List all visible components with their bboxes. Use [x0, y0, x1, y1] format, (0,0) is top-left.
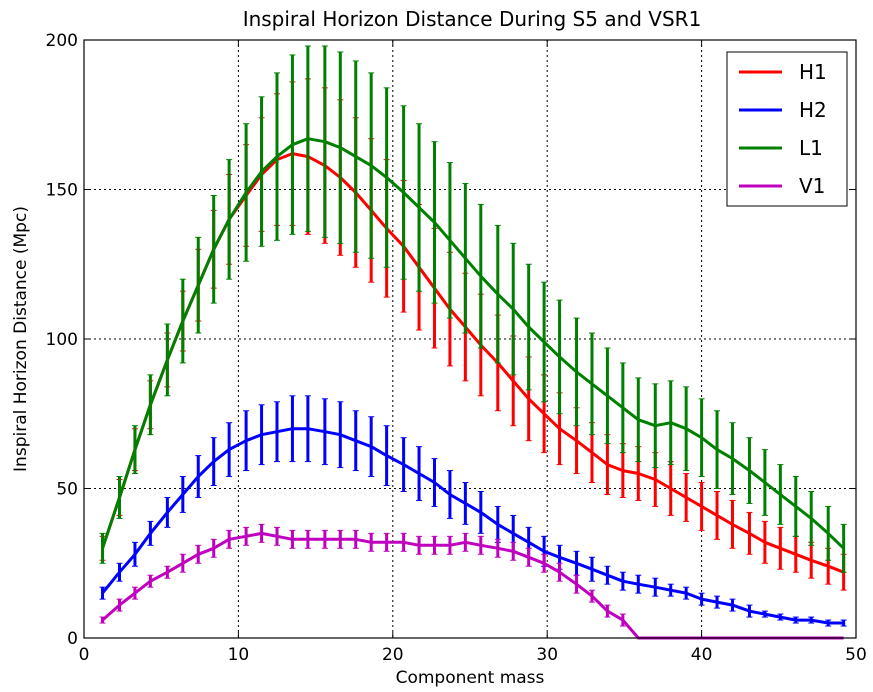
grid — [84, 40, 856, 638]
line-l1 — [101, 137, 845, 550]
legend: H1 H2 L1 V1 — [726, 51, 848, 207]
x-axis-title: Component mass — [396, 668, 545, 688]
y-tick-label: 100 — [46, 330, 78, 350]
x-tick-label: 40 — [691, 645, 713, 665]
x-tick-label: 10 — [228, 645, 250, 665]
y-tick-label: 50 — [56, 480, 78, 500]
line-h2 — [101, 427, 844, 625]
x-tick-label: 30 — [536, 645, 558, 665]
series-layer — [99, 45, 847, 640]
x-tick-label: 0 — [79, 645, 90, 665]
y-tick-label: 0 — [67, 629, 78, 649]
y-axis-title: Inspiral Horizon Distance (Mpc) — [11, 206, 31, 472]
legend-label-l1: L1 — [799, 136, 823, 160]
ticks: 0 10 20 30 40 50 0 50 100 150 200 — [46, 31, 867, 665]
x-tick-label: 50 — [845, 645, 867, 665]
legend-box — [726, 51, 848, 207]
series-h2 — [99, 395, 847, 627]
chart-title: Inspiral Horizon Distance During S5 and … — [243, 7, 702, 31]
y-tick-label: 200 — [46, 31, 78, 51]
y-tick-label: 150 — [46, 181, 78, 201]
x-tick-label: 20 — [382, 645, 404, 665]
legend-label-h2: H2 — [799, 98, 827, 122]
legend-label-h1: H1 — [799, 60, 827, 84]
series-l1 — [99, 45, 847, 573]
legend-label-v1: V1 — [799, 174, 825, 198]
